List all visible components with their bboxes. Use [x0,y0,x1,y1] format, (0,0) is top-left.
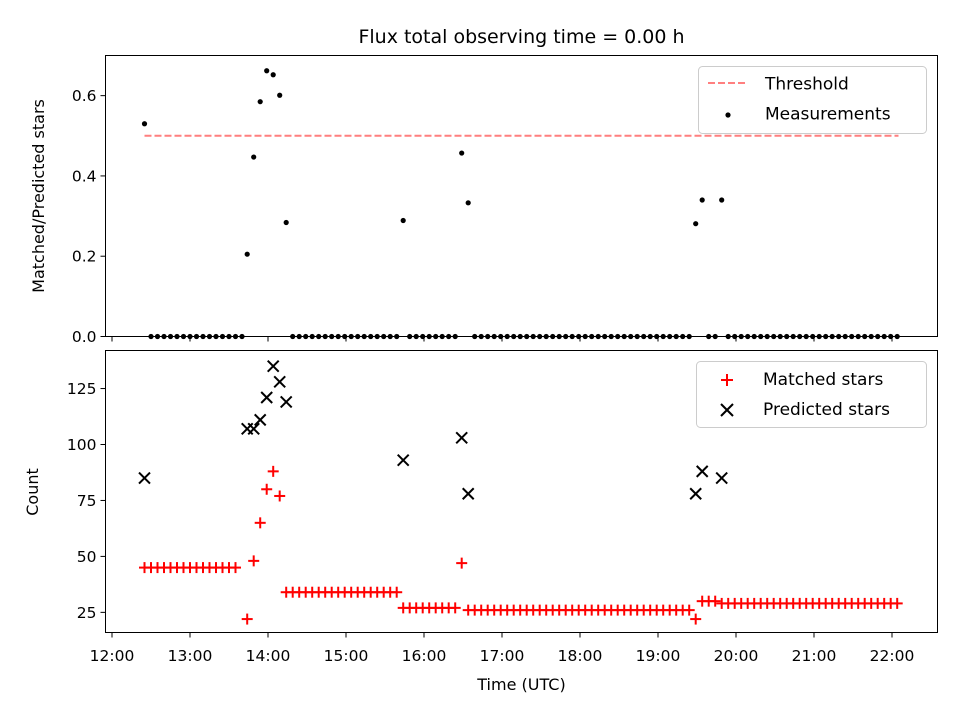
matched-point [456,557,468,569]
bottom-xtick-label: 15:00 [324,647,369,665]
measurement-point [277,92,283,98]
matched-point [261,483,273,495]
predicted-point [396,453,410,467]
top-panel: 0.0 0.2 0.4 0.6 Matched/Predicted stars Thr… [29,55,938,346]
bottom-axes-frame [105,350,938,633]
predicted-point [455,431,468,444]
measurement-point [264,68,270,74]
bottom-xtick-label: 19:00 [636,647,681,665]
measurement-point [251,154,257,160]
legend-matched-label: Matched stars [763,370,883,390]
top-ylabel: Matched/Predicted stars [29,99,48,293]
predicted-point [273,375,286,389]
legend-matched-swatch [721,374,733,386]
bottom-y-ticks: 25 50 75 100 125 [67,380,106,622]
bottom-x-ticks: 12:00 13:00 14:00 15:00 16:00 17:00 18:00 19:00… [90,632,915,665]
legend-measurements-label: Measurements [765,105,891,125]
measurement-point [693,221,699,227]
predicted-point [715,471,728,485]
bottom-xtick-label: 22:00 [870,647,915,665]
measurement-point [400,217,406,224]
matched-point [254,517,266,529]
matched-point [391,586,403,598]
bottom-xtick-label: 16:00 [402,647,447,665]
matched-point [891,597,903,609]
bottom-ytick-label: 75 [77,492,97,510]
figure-title: Flux total observing time = 0.00 h [358,26,684,48]
bottom-xtick-label: 21:00 [792,647,837,665]
top-y-ticks: 0.0 0.2 0.4 0.6 [72,87,106,346]
measurement-point [283,219,289,226]
predicted-point [279,395,293,409]
top-axes-frame [105,55,938,337]
measurement-point [244,251,250,257]
bottom-ylabel: Count [23,468,42,516]
bottom-ytick-label: 25 [77,604,97,622]
top-ytick-label: 0.4 [72,167,97,185]
legend-predicted-swatch [720,403,734,417]
bottom-marks [138,359,903,625]
matched-point [449,602,461,614]
matched-point [248,555,260,567]
top-marks [141,68,900,340]
top-x-ticks [111,336,893,342]
bottom-xtick-label: 14:00 [246,647,291,665]
predicted-point [260,391,273,404]
bottom-ytick-label: 50 [77,548,97,566]
bottom-legend-box [696,361,927,428]
matched-point [267,465,279,477]
x-axis-label: Time (UTC) [476,675,565,694]
top-ytick-label: 0.6 [72,87,97,105]
measurement-point [257,99,263,105]
legend-predicted-label: Predicted stars [763,400,890,420]
matched-point [683,604,695,616]
legend-threshold-label: Threshold [764,75,849,95]
bottom-xtick-label: 17:00 [480,647,525,665]
top-ytick-label: 0.0 [72,328,97,346]
bottom-xtick-label: 13:00 [168,647,213,665]
predicted-point [138,471,151,485]
bottom-xtick-label: 20:00 [714,647,759,665]
bottom-legend: Matched stars Predicted stars [696,361,927,428]
measurement-point [719,197,725,203]
predicted-point [247,422,260,436]
bottom-xtick-label: 12:00 [90,647,135,665]
predicted-point [695,465,709,478]
top-ytick-label: 0.2 [72,248,97,266]
matched-point [690,613,702,625]
top-legend-box [698,66,927,134]
bottom-ytick-label: 100 [67,436,97,454]
bottom-xtick-label: 18:00 [558,647,603,665]
top-legend: Threshold Measurements [698,66,927,134]
bottom-panel: 25 50 75 100 125 12:00 13:00 14:00 15:00 16:00 17… [23,350,938,694]
matched-point [274,490,286,502]
measurement-point [141,121,148,127]
measurement-point [699,197,705,203]
legend-measurements-swatch [725,112,731,118]
predicted-point [461,487,475,500]
matched-point [230,562,241,574]
measurement-point [270,72,276,78]
predicted-point [266,359,280,373]
bottom-ytick-label: 125 [67,380,97,398]
predicted-point [253,413,267,427]
measurement-point [465,200,471,206]
matched-point [241,613,253,625]
measurement-point [459,150,465,156]
matched-point [709,595,721,607]
predicted-point [689,487,702,500]
